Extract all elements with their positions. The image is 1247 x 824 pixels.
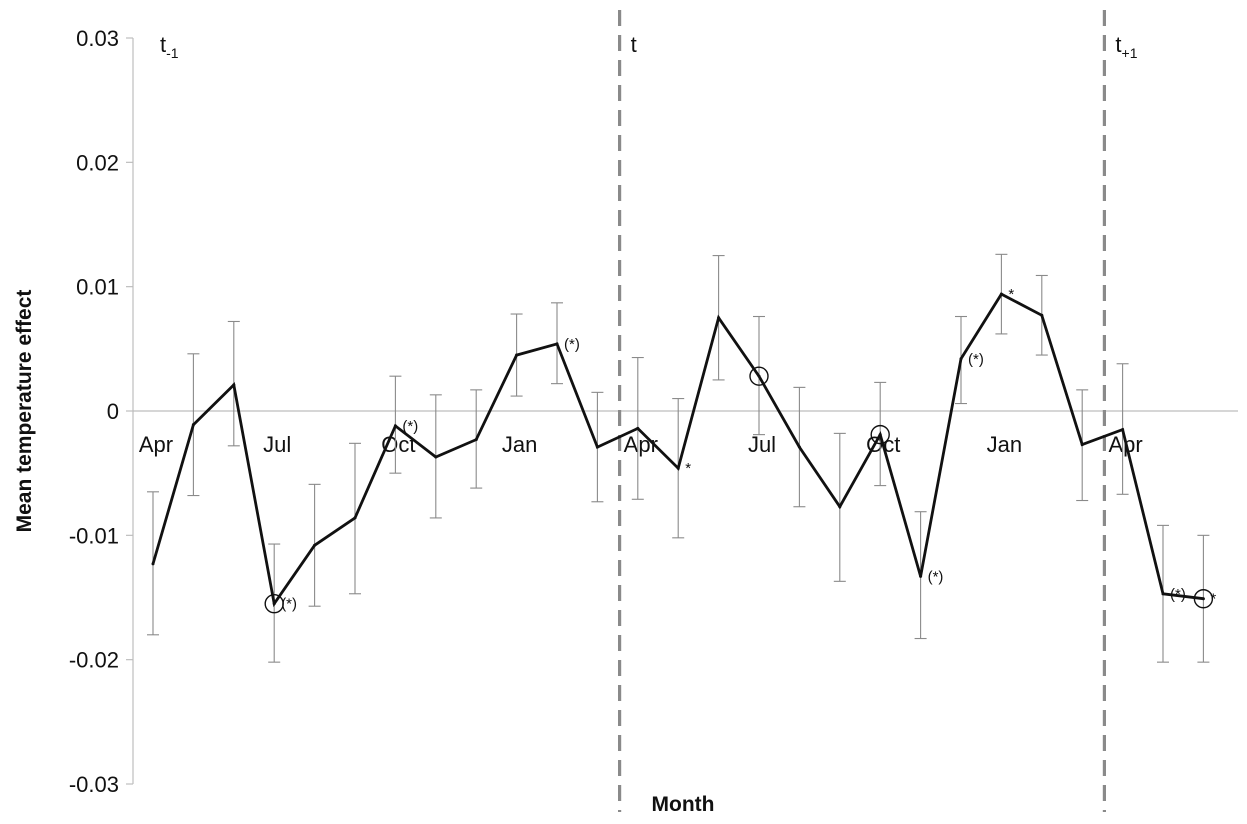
y-tick-label: -0.02 bbox=[69, 648, 119, 673]
x-tick-label: Jan bbox=[987, 432, 1022, 457]
period-dividers bbox=[617, 10, 1107, 812]
y-tick-label: 0.03 bbox=[76, 26, 119, 51]
labels-layer: Mean temperature effect Month bbox=[13, 290, 714, 816]
data-point bbox=[393, 424, 397, 428]
circle-marker bbox=[749, 366, 769, 386]
data-point bbox=[636, 426, 640, 430]
series-layer bbox=[151, 292, 1205, 608]
circle-marker bbox=[870, 424, 890, 445]
data-point bbox=[959, 357, 963, 361]
y-tick-label: -0.03 bbox=[69, 772, 119, 797]
y-tick-label: 0.02 bbox=[76, 150, 119, 175]
circle-marker bbox=[1193, 589, 1214, 609]
data-point bbox=[999, 292, 1003, 296]
data-point bbox=[717, 316, 721, 320]
y-axis-title: Mean temperature effect bbox=[13, 290, 36, 533]
significance-annotation: (*) bbox=[281, 596, 297, 613]
data-point bbox=[1161, 592, 1165, 596]
y-tick-label: 0.01 bbox=[76, 275, 119, 300]
data-point bbox=[878, 433, 882, 437]
data-point bbox=[1121, 428, 1125, 432]
data-point bbox=[474, 438, 478, 442]
error-bars bbox=[147, 253, 1210, 663]
significance-annotations: (*) (*) (*) * (*) (*) * (*) * bbox=[281, 286, 1216, 613]
x-tick-label: Jul bbox=[263, 432, 291, 457]
significance-annotation: (*) bbox=[564, 336, 580, 353]
x-axis-title: Month bbox=[652, 793, 715, 816]
period-label: t bbox=[631, 32, 637, 57]
data-point bbox=[232, 383, 236, 387]
data-point bbox=[515, 353, 519, 357]
significance-annotation: * bbox=[1008, 286, 1014, 303]
data-point bbox=[272, 602, 276, 606]
significance-annotation: (*) bbox=[968, 351, 984, 368]
data-point bbox=[595, 445, 599, 449]
data-point bbox=[838, 505, 842, 509]
x-tick-label: Jan bbox=[502, 432, 537, 457]
data-point bbox=[919, 574, 923, 578]
data-point bbox=[555, 342, 559, 346]
significance-annotation: (*) bbox=[402, 418, 418, 435]
circle-markers bbox=[264, 366, 1214, 614]
data-point bbox=[191, 423, 195, 427]
data-point bbox=[353, 516, 357, 520]
data-point bbox=[1040, 313, 1044, 317]
significance-annotation: * bbox=[1210, 591, 1216, 608]
data-point bbox=[151, 562, 155, 566]
circle-marker bbox=[264, 594, 284, 614]
significance-annotation: (*) bbox=[928, 568, 944, 585]
period-label: t+1 bbox=[1115, 32, 1137, 61]
x-tick-label: Jul bbox=[748, 432, 776, 457]
period-label: t-1 bbox=[160, 32, 179, 61]
data-point bbox=[434, 455, 438, 459]
data-point bbox=[676, 466, 680, 470]
y-tick-label: 0 bbox=[107, 399, 119, 424]
significance-annotation: (*) bbox=[1170, 586, 1186, 603]
significance-annotation: * bbox=[685, 460, 691, 477]
data-point bbox=[757, 374, 761, 378]
data-point bbox=[313, 543, 317, 547]
x-tick-label: Apr bbox=[139, 432, 173, 457]
data-point bbox=[797, 445, 801, 449]
y-tick-label: -0.01 bbox=[69, 523, 119, 548]
data-point bbox=[1080, 443, 1084, 447]
data-point bbox=[1201, 597, 1205, 601]
